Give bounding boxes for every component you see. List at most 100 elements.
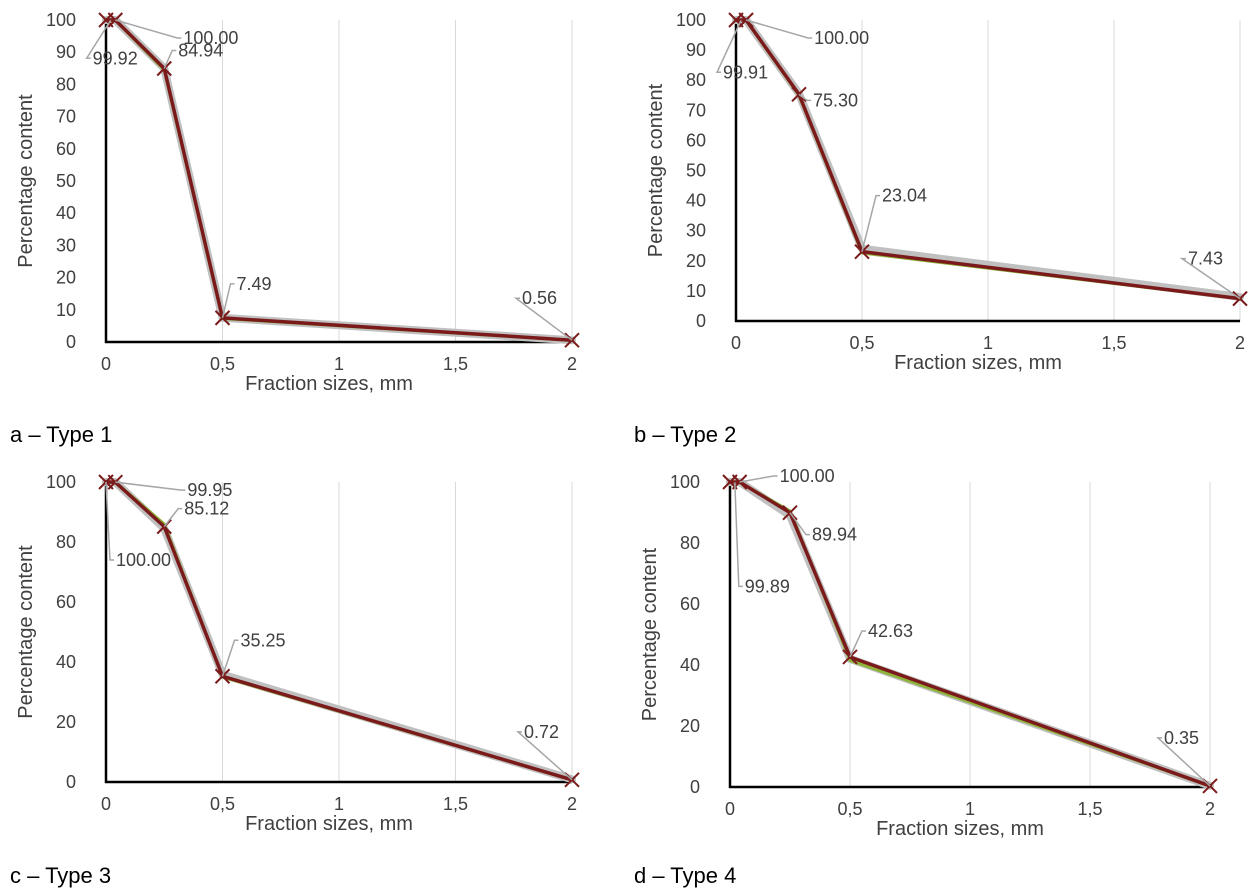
data-label: 84.94	[178, 40, 223, 60]
y-tick-label: 0	[696, 311, 706, 331]
x-axis-title: Fraction sizes, mm	[245, 373, 413, 395]
data-point-marker	[1232, 290, 1248, 307]
x-tick-label: 2	[567, 354, 577, 374]
data-label: 99.91	[723, 62, 768, 82]
y-tick-label: 70	[56, 107, 76, 127]
y-axis-title: Percentage content	[15, 94, 37, 268]
chart-panel-3: 0 20 40 60 80 100 0 0,5 1 1,5 2 Fraction sizes, mm P…	[639, 466, 1218, 840]
data-label: 99.95	[187, 480, 232, 500]
data-label: 23.04	[882, 186, 927, 206]
x-tick-label: 1,5	[1101, 333, 1126, 353]
data-label: 0.72	[524, 722, 559, 742]
y-tick-label: 50	[686, 161, 706, 181]
data-point-marker	[842, 649, 858, 665]
x-tick-label: 1,5	[1077, 799, 1102, 819]
y-tick-label: 80	[680, 533, 700, 553]
data-label-leader	[739, 475, 778, 483]
y-tick-label: 60	[56, 139, 76, 159]
y-tick-label: 30	[56, 235, 76, 255]
y-tick-label: 40	[56, 652, 76, 672]
data-label: 99.89	[745, 576, 790, 596]
x-tick-label: 1,5	[443, 794, 468, 814]
y-tick-label: 0	[690, 777, 700, 797]
x-tick-label: 0	[101, 354, 111, 374]
x-axis-title: Fraction sizes, mm	[876, 818, 1044, 840]
x-tick-label: 0	[731, 333, 741, 353]
data-label-leader	[861, 194, 880, 252]
data-label-leader	[789, 512, 810, 536]
x-tick-label: 1	[334, 794, 344, 814]
data-label-leader	[105, 481, 114, 561]
data-label: 100.00	[780, 466, 835, 486]
chart-panel-1: 0 10 20 30 40 50 60 70 80 90 100 0 0,5 1 1,5 2 Fraction …	[645, 10, 1248, 374]
y-tick-label: 40	[686, 191, 706, 211]
y-tick-label: 100	[676, 10, 706, 30]
y-axis-title: Percentage content	[645, 83, 667, 257]
data-label-leader	[163, 49, 177, 69]
data-label-leader	[745, 19, 813, 39]
y-tick-label: 20	[56, 268, 76, 288]
data-label-leader	[115, 481, 186, 491]
x-tick-label: 0	[101, 794, 111, 814]
y-axis-title: Percentage content	[639, 547, 661, 721]
y-tick-label: 40	[680, 655, 700, 675]
data-point-marker	[854, 243, 870, 260]
panel-caption-c: c – Type 3	[10, 863, 112, 888]
data-label: 7.49	[237, 274, 272, 294]
x-axis-title: Fraction sizes, mm	[894, 352, 1062, 374]
y-tick-label: 20	[686, 251, 706, 271]
x-tick-label: 1	[965, 799, 975, 819]
x-tick-label: 0,5	[210, 794, 235, 814]
y-tick-label: 80	[56, 532, 76, 552]
data-label: 42.63	[868, 621, 913, 641]
data-label-leader	[221, 639, 239, 677]
data-label-leader	[798, 93, 811, 102]
y-tick-label: 0	[66, 772, 76, 792]
data-label: 100.00	[116, 550, 171, 570]
panel-caption-a: a – Type 1	[10, 422, 113, 447]
y-axis-title: Percentage content	[15, 545, 37, 719]
x-tick-label: 2	[567, 794, 577, 814]
y-tick-label: 80	[56, 74, 76, 94]
data-label-leader	[85, 19, 112, 60]
x-tick-label: 0	[725, 799, 735, 819]
data-label-leader	[516, 731, 573, 781]
data-label-leader	[513, 297, 573, 341]
x-tick-label: 0,5	[849, 333, 874, 353]
data-label: 99.92	[93, 48, 138, 68]
data-label-leader	[734, 482, 743, 588]
data-label-leader	[849, 630, 866, 658]
y-tick-label: 60	[680, 594, 700, 614]
x-tick-label: 1	[983, 333, 993, 353]
data-label: 75.30	[813, 90, 858, 110]
y-tick-label: 30	[686, 221, 706, 241]
panel-caption-d: d – Type 4	[634, 863, 737, 888]
y-tick-label: 90	[56, 42, 76, 62]
data-label: 7.43	[1188, 249, 1223, 269]
y-tick-label: 100	[46, 10, 76, 30]
x-tick-label: 0,5	[837, 799, 862, 819]
data-label: 100.00	[183, 28, 238, 48]
data-label: 35.25	[241, 630, 286, 650]
data-label: 0.56	[522, 288, 557, 308]
x-tick-label: 2	[1205, 799, 1215, 819]
x-tick-label: 1	[334, 354, 344, 374]
x-tick-label: 1,5	[443, 354, 468, 374]
y-tick-label: 50	[56, 171, 76, 191]
y-tick-label: 60	[56, 592, 76, 612]
chart-panel-2: 0 20 40 60 80 100 0 0,5 1 1,5 2 Fraction sizes, mm P…	[15, 472, 580, 835]
y-tick-label: 40	[56, 203, 76, 223]
data-label: 100.00	[814, 28, 869, 48]
data-point-marker	[564, 332, 580, 348]
data-label: 0.35	[1164, 728, 1199, 748]
x-axis-title: Fraction sizes, mm	[245, 813, 413, 835]
data-label-leader	[115, 19, 182, 39]
data-label-leader	[163, 507, 183, 528]
y-tick-label: 10	[686, 281, 706, 301]
y-tick-label: 90	[686, 40, 706, 60]
y-tick-label: 70	[686, 100, 706, 120]
panel-caption-b: b – Type 2	[634, 422, 737, 447]
data-label-leader	[1156, 737, 1211, 787]
y-tick-label: 80	[686, 70, 706, 90]
